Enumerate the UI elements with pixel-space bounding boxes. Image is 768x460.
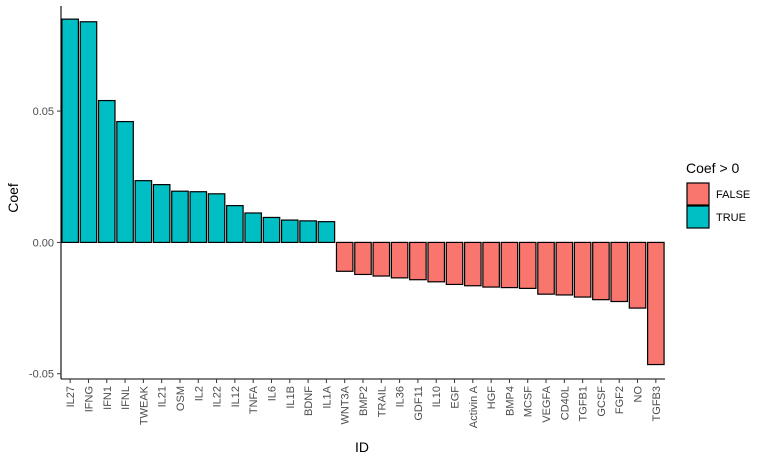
x-tick-label: IL1A	[321, 385, 333, 408]
bar-fgf2	[610, 241, 629, 303]
bar-il6	[262, 216, 281, 243]
bar-gcsf	[592, 241, 610, 301]
bar-wnt3a	[335, 241, 354, 272]
legend-label-false: FALSE	[716, 189, 750, 201]
bar-il2	[189, 191, 208, 244]
bar-tnfa	[244, 212, 263, 244]
bar-activin-a	[463, 241, 482, 287]
legend-key-false	[686, 182, 710, 206]
x-tick-label: BMP4	[504, 386, 516, 416]
x-tick-label: TRAIL	[376, 386, 388, 417]
x-tick-label: GDF11	[413, 386, 425, 421]
x-tick-label: IFNL	[120, 386, 132, 410]
x-tick-label: IL22	[212, 386, 224, 407]
bar-il36	[390, 241, 409, 279]
x-tick-label: TWEAK	[138, 385, 150, 425]
x-tick-label: IFNG	[83, 386, 95, 412]
bar-il10	[427, 241, 446, 283]
x-tick-label: GCSF	[596, 386, 608, 417]
bar-trail	[372, 241, 391, 277]
bar-hgf	[482, 241, 500, 288]
bar-tgfb1	[573, 241, 592, 298]
x-tick-label: IL1B	[285, 386, 297, 409]
bar-il12	[226, 205, 244, 244]
bar-gdf11	[409, 241, 427, 281]
x-axis: IL27 IFNG IFN1 IFNL TWEAK IL21 OSM IL2 IL22 IL12 T…	[61, 378, 665, 428]
legend-key-true	[686, 205, 710, 229]
x-axis-title: ID	[355, 439, 369, 455]
bar-il21	[152, 184, 171, 244]
y-tick-label: 0.05	[33, 106, 54, 118]
x-tick-label: IL36	[395, 386, 407, 407]
x-tick-label: IL6	[266, 386, 278, 401]
x-tick-label: FGF2	[614, 386, 626, 414]
legend: Coef > 0 FALSE TRUE	[686, 160, 750, 229]
bar-no	[628, 241, 647, 309]
x-tick-label: IFN1	[102, 386, 114, 410]
bar-tweak	[134, 180, 153, 244]
bar-il1a	[317, 221, 336, 244]
x-tick-label: IL27	[65, 386, 77, 407]
bar-il22	[207, 193, 226, 244]
bar-osm	[171, 190, 189, 244]
x-tick-label: IL12	[230, 386, 242, 407]
x-tick-label: IL2	[193, 386, 205, 401]
bar-bmp4	[500, 241, 519, 289]
bar-cd40l	[555, 241, 574, 296]
bar-il27	[61, 18, 79, 244]
x-tick-label: VEGFA	[541, 385, 553, 422]
x-tick-label: NO	[633, 386, 645, 403]
y-axis: -0.05 0.00 0.05	[29, 6, 62, 381]
x-tick-label: MCSF	[523, 386, 535, 417]
x-tick-label: IL10	[431, 386, 443, 407]
x-tick-label: TGFB3	[651, 386, 663, 421]
bar-bdnf	[299, 220, 317, 244]
x-tick-label: HGF	[486, 386, 498, 410]
x-tick-label: OSM	[175, 386, 187, 411]
legend-label-true: TRUE	[716, 212, 746, 224]
bar-ifng	[79, 21, 98, 244]
bar-ifnl	[116, 120, 134, 244]
x-tick-label: TGFB1	[578, 386, 590, 421]
bar-mcsf	[518, 241, 537, 289]
x-tick-label: BMP2	[358, 386, 370, 416]
x-tick-label: Activin A	[468, 385, 480, 428]
bars-group	[61, 18, 665, 366]
legend-title: Coef > 0	[686, 160, 740, 176]
x-tick-label: IL21	[157, 386, 169, 407]
x-tick-label: TNFA	[248, 385, 260, 414]
bar-egf	[445, 241, 464, 286]
x-tick-label: CD40L	[559, 386, 571, 420]
bar-vegfa	[537, 241, 555, 295]
x-tick-label: WNT3A	[340, 385, 352, 424]
bar-tgfb3	[647, 241, 665, 366]
bar-ifn1	[97, 99, 116, 244]
y-axis-title: Coef	[5, 183, 21, 213]
x-tick-label: EGF	[450, 386, 462, 409]
y-tick-label: -0.05	[29, 369, 54, 381]
y-tick-label: 0.00	[33, 237, 54, 249]
bar-bmp2	[354, 241, 372, 276]
bar-il1b	[280, 219, 299, 244]
x-tick-label: BDNF	[303, 386, 315, 416]
